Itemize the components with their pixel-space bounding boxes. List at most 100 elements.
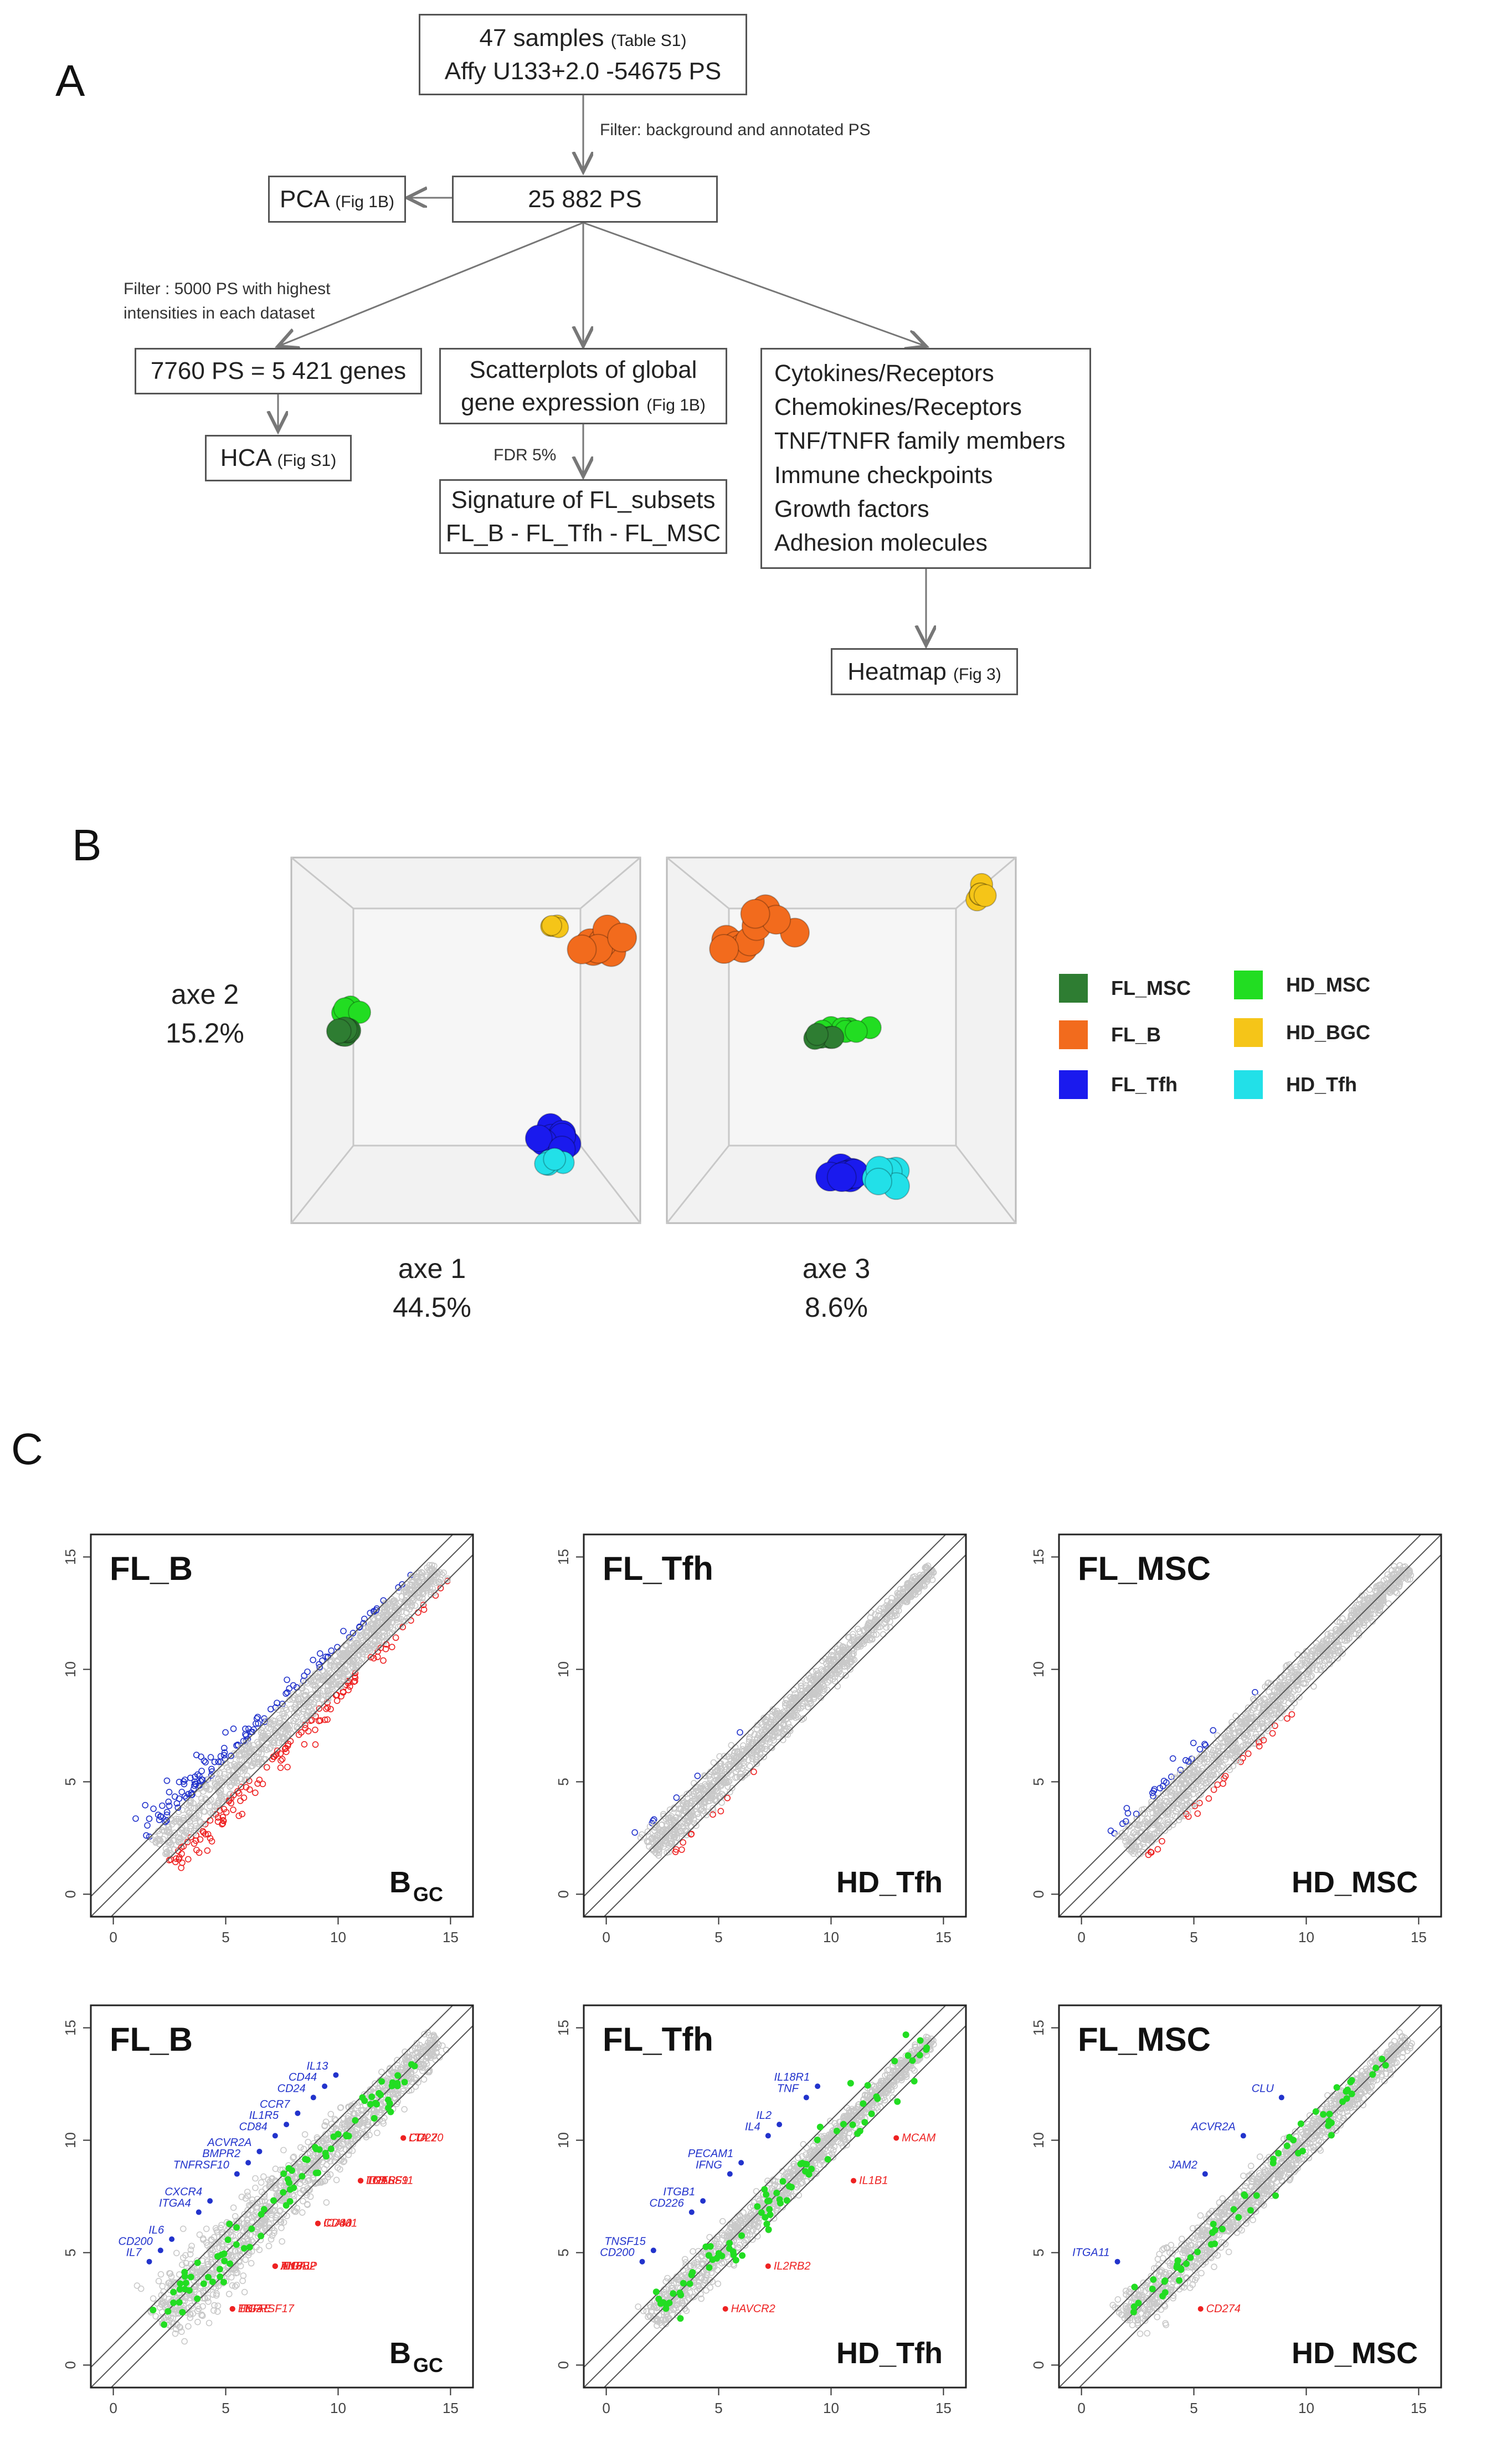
cluster-fl-tfh-1-sphere — [525, 1124, 553, 1152]
expression-point — [239, 2277, 246, 2285]
expression-point — [1330, 1637, 1338, 1644]
expression-point — [712, 1796, 719, 1803]
x-tick-label: 15 — [935, 1929, 952, 1945]
expression-point — [214, 2308, 221, 2315]
expression-point — [408, 1574, 415, 1581]
expression-point — [307, 2193, 314, 2200]
expression-point — [1391, 1563, 1397, 1570]
expression-point — [435, 1579, 443, 1586]
expression-point — [184, 1839, 191, 1846]
expression-point — [722, 1763, 729, 1770]
expression-point — [221, 1774, 228, 1781]
expression-point — [283, 1748, 290, 1755]
category-cytokines: Cytokines/Receptors — [774, 360, 994, 387]
ps-total-box: 25 882 PS — [452, 176, 718, 223]
expression-point — [1375, 1583, 1381, 1589]
expression-point — [423, 2053, 430, 2060]
expression-point — [790, 1686, 798, 1693]
expression-point — [194, 1771, 201, 1778]
expression-point — [402, 1583, 408, 1590]
expression-point — [157, 2271, 164, 2278]
expression-point — [1286, 1661, 1293, 1668]
expression-point — [167, 2270, 174, 2277]
expression-point — [255, 1720, 262, 1727]
x-tick-label: 5 — [714, 1929, 722, 1945]
expression-point — [350, 1642, 357, 1649]
expression-point — [734, 1765, 742, 1773]
scatterplot-title: FL_Tfh — [603, 1550, 713, 1587]
expression-point — [360, 1620, 367, 1627]
expression-point — [327, 2171, 334, 2178]
expression-point — [649, 1834, 655, 1841]
expression-point — [183, 1827, 190, 1834]
axe1-label: axe 1 44.5% — [377, 1249, 487, 1327]
expression-point — [839, 1658, 846, 1665]
expression-point — [1177, 1793, 1184, 1800]
expression-point — [716, 1793, 723, 1800]
expression-point — [374, 2129, 381, 2137]
expression-point — [1159, 1783, 1166, 1789]
expression-point — [194, 2318, 201, 2326]
expression-point — [294, 1723, 301, 1730]
expression-point — [222, 1760, 229, 1767]
scatterplot-reference-label: HD_MSC — [1292, 1866, 1418, 1899]
expression-point — [165, 1837, 172, 1844]
category-chemokines: Chemokines/Receptors — [774, 394, 1022, 421]
expression-point — [360, 2131, 367, 2137]
expression-point — [821, 1686, 828, 1692]
expression-point — [1282, 1687, 1289, 1693]
expression-point — [324, 1716, 331, 1723]
cluster-fl-msc-1 — [326, 1017, 362, 1047]
expression-point — [328, 1647, 335, 1654]
expression-point — [672, 1814, 680, 1821]
expression-point — [208, 2237, 215, 2244]
expression-point — [877, 1605, 884, 1612]
cluster-hd-tfh-2-sphere — [865, 1167, 893, 1195]
expression-point — [385, 1601, 392, 1608]
expression-point — [253, 2244, 260, 2251]
expression-point — [1173, 1808, 1179, 1815]
expression-point — [1292, 1686, 1299, 1693]
expression-point — [217, 1770, 223, 1777]
x-tick-label: 5 — [1190, 1929, 1197, 1945]
expression-point — [1171, 1818, 1178, 1825]
expression-point — [709, 1805, 716, 1811]
expression-point — [1330, 1647, 1337, 1655]
expression-point — [1258, 1710, 1265, 1717]
expression-point — [144, 1822, 151, 1829]
expression-point — [230, 1725, 237, 1732]
expression-point — [200, 1820, 207, 1828]
expression-point — [798, 1691, 805, 1698]
expression-point — [724, 1794, 731, 1801]
expression-point — [813, 1689, 820, 1696]
diagonal-line — [91, 1534, 454, 1897]
expression-point — [727, 1789, 733, 1795]
expression-point — [345, 2115, 351, 2122]
expression-point — [242, 2256, 249, 2263]
expression-point — [225, 2291, 233, 2297]
expression-point — [433, 2050, 440, 2057]
expression-point — [413, 2040, 420, 2047]
expression-point — [651, 1821, 659, 1828]
expression-point — [244, 2206, 251, 2214]
expression-point — [395, 1584, 402, 1591]
expression-point — [426, 2037, 433, 2044]
expression-point — [225, 1767, 233, 1773]
cluster-hd-bgc-1 — [540, 914, 569, 938]
expression-point — [1201, 1754, 1208, 1762]
expression-point — [426, 2039, 434, 2046]
expression-point — [1303, 1670, 1310, 1677]
expression-point — [304, 1669, 311, 1675]
heatmap-label: Heatmap — [847, 658, 947, 685]
expression-point — [388, 1595, 395, 1603]
expression-point — [356, 1651, 362, 1659]
cluster-fl-msc-1-sphere — [326, 1018, 352, 1044]
expression-point — [197, 1836, 204, 1843]
expression-point — [1375, 1610, 1382, 1616]
x-tick-label: 15 — [443, 1929, 459, 1945]
expression-point — [349, 2147, 356, 2154]
expression-point — [832, 1667, 839, 1674]
expression-point — [408, 2078, 415, 2085]
expression-point — [167, 2282, 174, 2290]
expression-point — [921, 1574, 928, 1581]
